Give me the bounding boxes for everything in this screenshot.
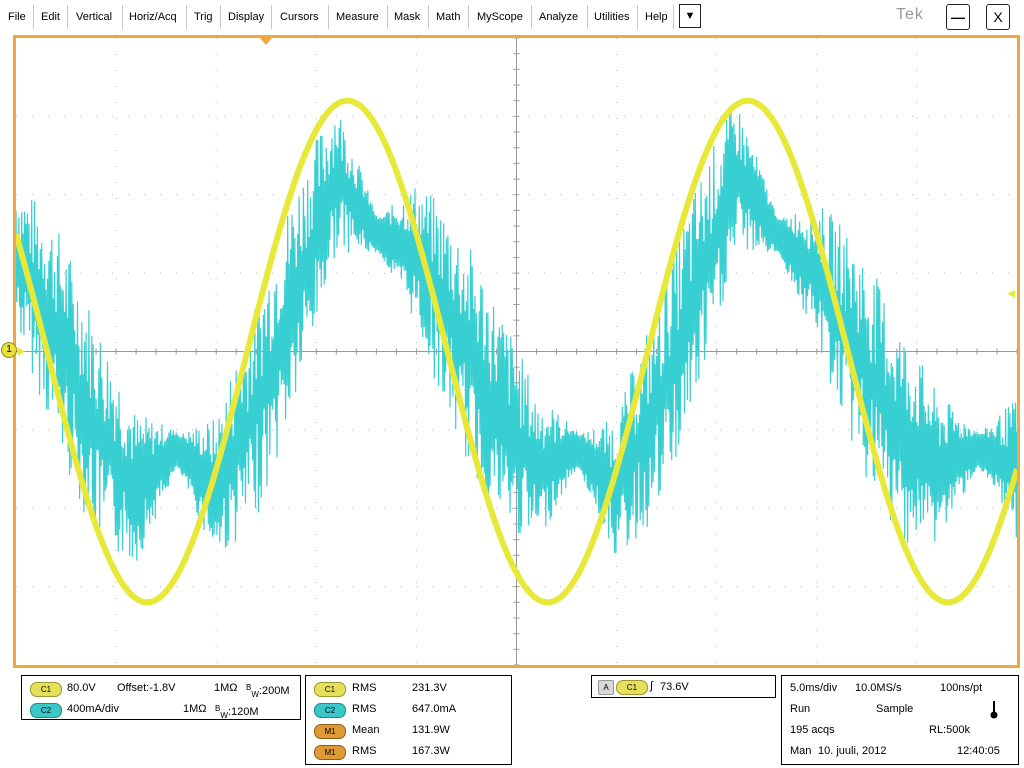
- ch1-offset-marker: [18, 347, 25, 356]
- record-length: RL:500k: [929, 724, 970, 736]
- menu-separator: [220, 5, 221, 29]
- time-per-div: 5.0ms/div: [790, 682, 838, 694]
- meas-4-value: 167.3W: [412, 745, 450, 757]
- ch1-scale: 80.0V: [67, 682, 96, 694]
- menu-separator: [271, 5, 272, 29]
- menu-cursors[interactable]: Cursors: [280, 11, 319, 23]
- menu-file[interactable]: File: [8, 11, 26, 23]
- markers: [18, 38, 1015, 356]
- menu-horiz-acq[interactable]: Horiz/Acq: [129, 11, 177, 23]
- meas-2-value: 647.0mA: [412, 703, 457, 715]
- close-button[interactable]: X: [986, 4, 1010, 30]
- acq-count: 195 acqs: [790, 724, 835, 736]
- meas-3-value: 131.9W: [412, 724, 450, 736]
- menu-myscope[interactable]: MyScope: [477, 11, 523, 23]
- meas-1-value: 231.3V: [412, 682, 447, 694]
- ch2-scale: 400mA/div: [67, 703, 119, 715]
- date-day: Man: [790, 745, 812, 757]
- measurements-panel[interactable]: C1 RMS 231.3V C2 RMS 647.0mA M1 Mean 131…: [305, 675, 512, 765]
- ch1-impedance: 1MΩ: [214, 682, 238, 694]
- resolution: 100ns/pt: [940, 682, 983, 694]
- menu-utilities[interactable]: Utilities: [594, 11, 630, 23]
- ch1-ground-marker[interactable]: 1: [1, 342, 17, 358]
- trigger-a-badge: A: [598, 680, 614, 695]
- menu-measure[interactable]: Measure: [336, 11, 379, 23]
- menu-analyze[interactable]: Analyze: [539, 11, 579, 23]
- ch1-waveform: [16, 97, 1017, 606]
- menu-separator: [67, 5, 68, 29]
- meas-2-type: RMS: [352, 703, 377, 715]
- ch1-bandwidth: BW:200M: [246, 683, 290, 699]
- rising-edge-icon: ∫: [650, 680, 654, 692]
- menu-trig[interactable]: Trig: [194, 11, 213, 23]
- run-state: Run: [790, 703, 811, 715]
- ch2-impedance: 1MΩ: [183, 703, 207, 715]
- menu-math[interactable]: Math: [436, 11, 461, 23]
- acq-mode: Sample: [876, 703, 914, 715]
- trigger-source-badge: C1: [616, 680, 648, 695]
- trigger-level: 73.6V: [660, 681, 689, 693]
- menu-mask[interactable]: Mask: [394, 11, 421, 23]
- menu-separator: [673, 5, 674, 29]
- menu-separator: [587, 5, 588, 29]
- menu-vertical[interactable]: Vertical: [76, 11, 113, 23]
- ch2-badge: C2: [30, 703, 62, 718]
- ch1-badge: C1: [30, 682, 62, 697]
- thermometer-icon: [990, 701, 998, 719]
- trigger-level-marker: [1007, 289, 1015, 298]
- menu-separator: [387, 5, 388, 29]
- menu-separator: [428, 5, 429, 29]
- menu-bar: File Edit Vertical Horiz/Acq Trig Displa…: [0, 0, 1024, 33]
- menu-separator: [637, 5, 638, 29]
- menu-separator: [328, 5, 329, 29]
- menu-separator: [531, 5, 532, 29]
- meas-2-badge: C2: [314, 703, 346, 718]
- minimize-button[interactable]: —: [946, 4, 970, 30]
- ch2-bandwidth: BW:120M: [215, 704, 259, 720]
- meas-3-badge: M1: [314, 724, 346, 739]
- meas-4-badge: M1: [314, 745, 346, 760]
- menu-dropdown-button[interactable]: ▼: [679, 4, 701, 28]
- menu-separator: [468, 5, 469, 29]
- sample-rate: 10.0MS/s: [855, 682, 902, 694]
- waveform-plot: [16, 38, 1017, 665]
- menu-edit[interactable]: Edit: [41, 11, 60, 23]
- ch1-offset: Offset:-1.8V: [117, 682, 176, 694]
- meas-3-type: Mean: [352, 724, 380, 736]
- clock-time: 12:40:05: [957, 745, 1000, 757]
- menu-help[interactable]: Help: [645, 11, 668, 23]
- traces: [16, 97, 1017, 606]
- channel-settings-panel[interactable]: C1 80.0V Offset:-1.8V 1MΩ BW:200M C2 400…: [21, 675, 301, 720]
- tek-logo: Tek: [896, 6, 924, 23]
- menu-separator: [186, 5, 187, 29]
- menu-separator: [122, 5, 123, 29]
- meas-4-type: RMS: [352, 745, 377, 757]
- meas-1-badge: C1: [314, 682, 346, 697]
- menu-display[interactable]: Display: [228, 11, 265, 23]
- trigger-panel[interactable]: A C1 ∫ 73.6V: [591, 675, 776, 698]
- menu-separator: [33, 5, 34, 29]
- meas-1-type: RMS: [352, 682, 377, 694]
- ch2-waveform: [16, 113, 1017, 561]
- date: 10. juuli, 2012: [818, 745, 887, 757]
- trigger-position-marker: [260, 38, 272, 45]
- acquisition-panel[interactable]: 5.0ms/div 10.0MS/s 100ns/pt Run Sample 1…: [781, 675, 1019, 765]
